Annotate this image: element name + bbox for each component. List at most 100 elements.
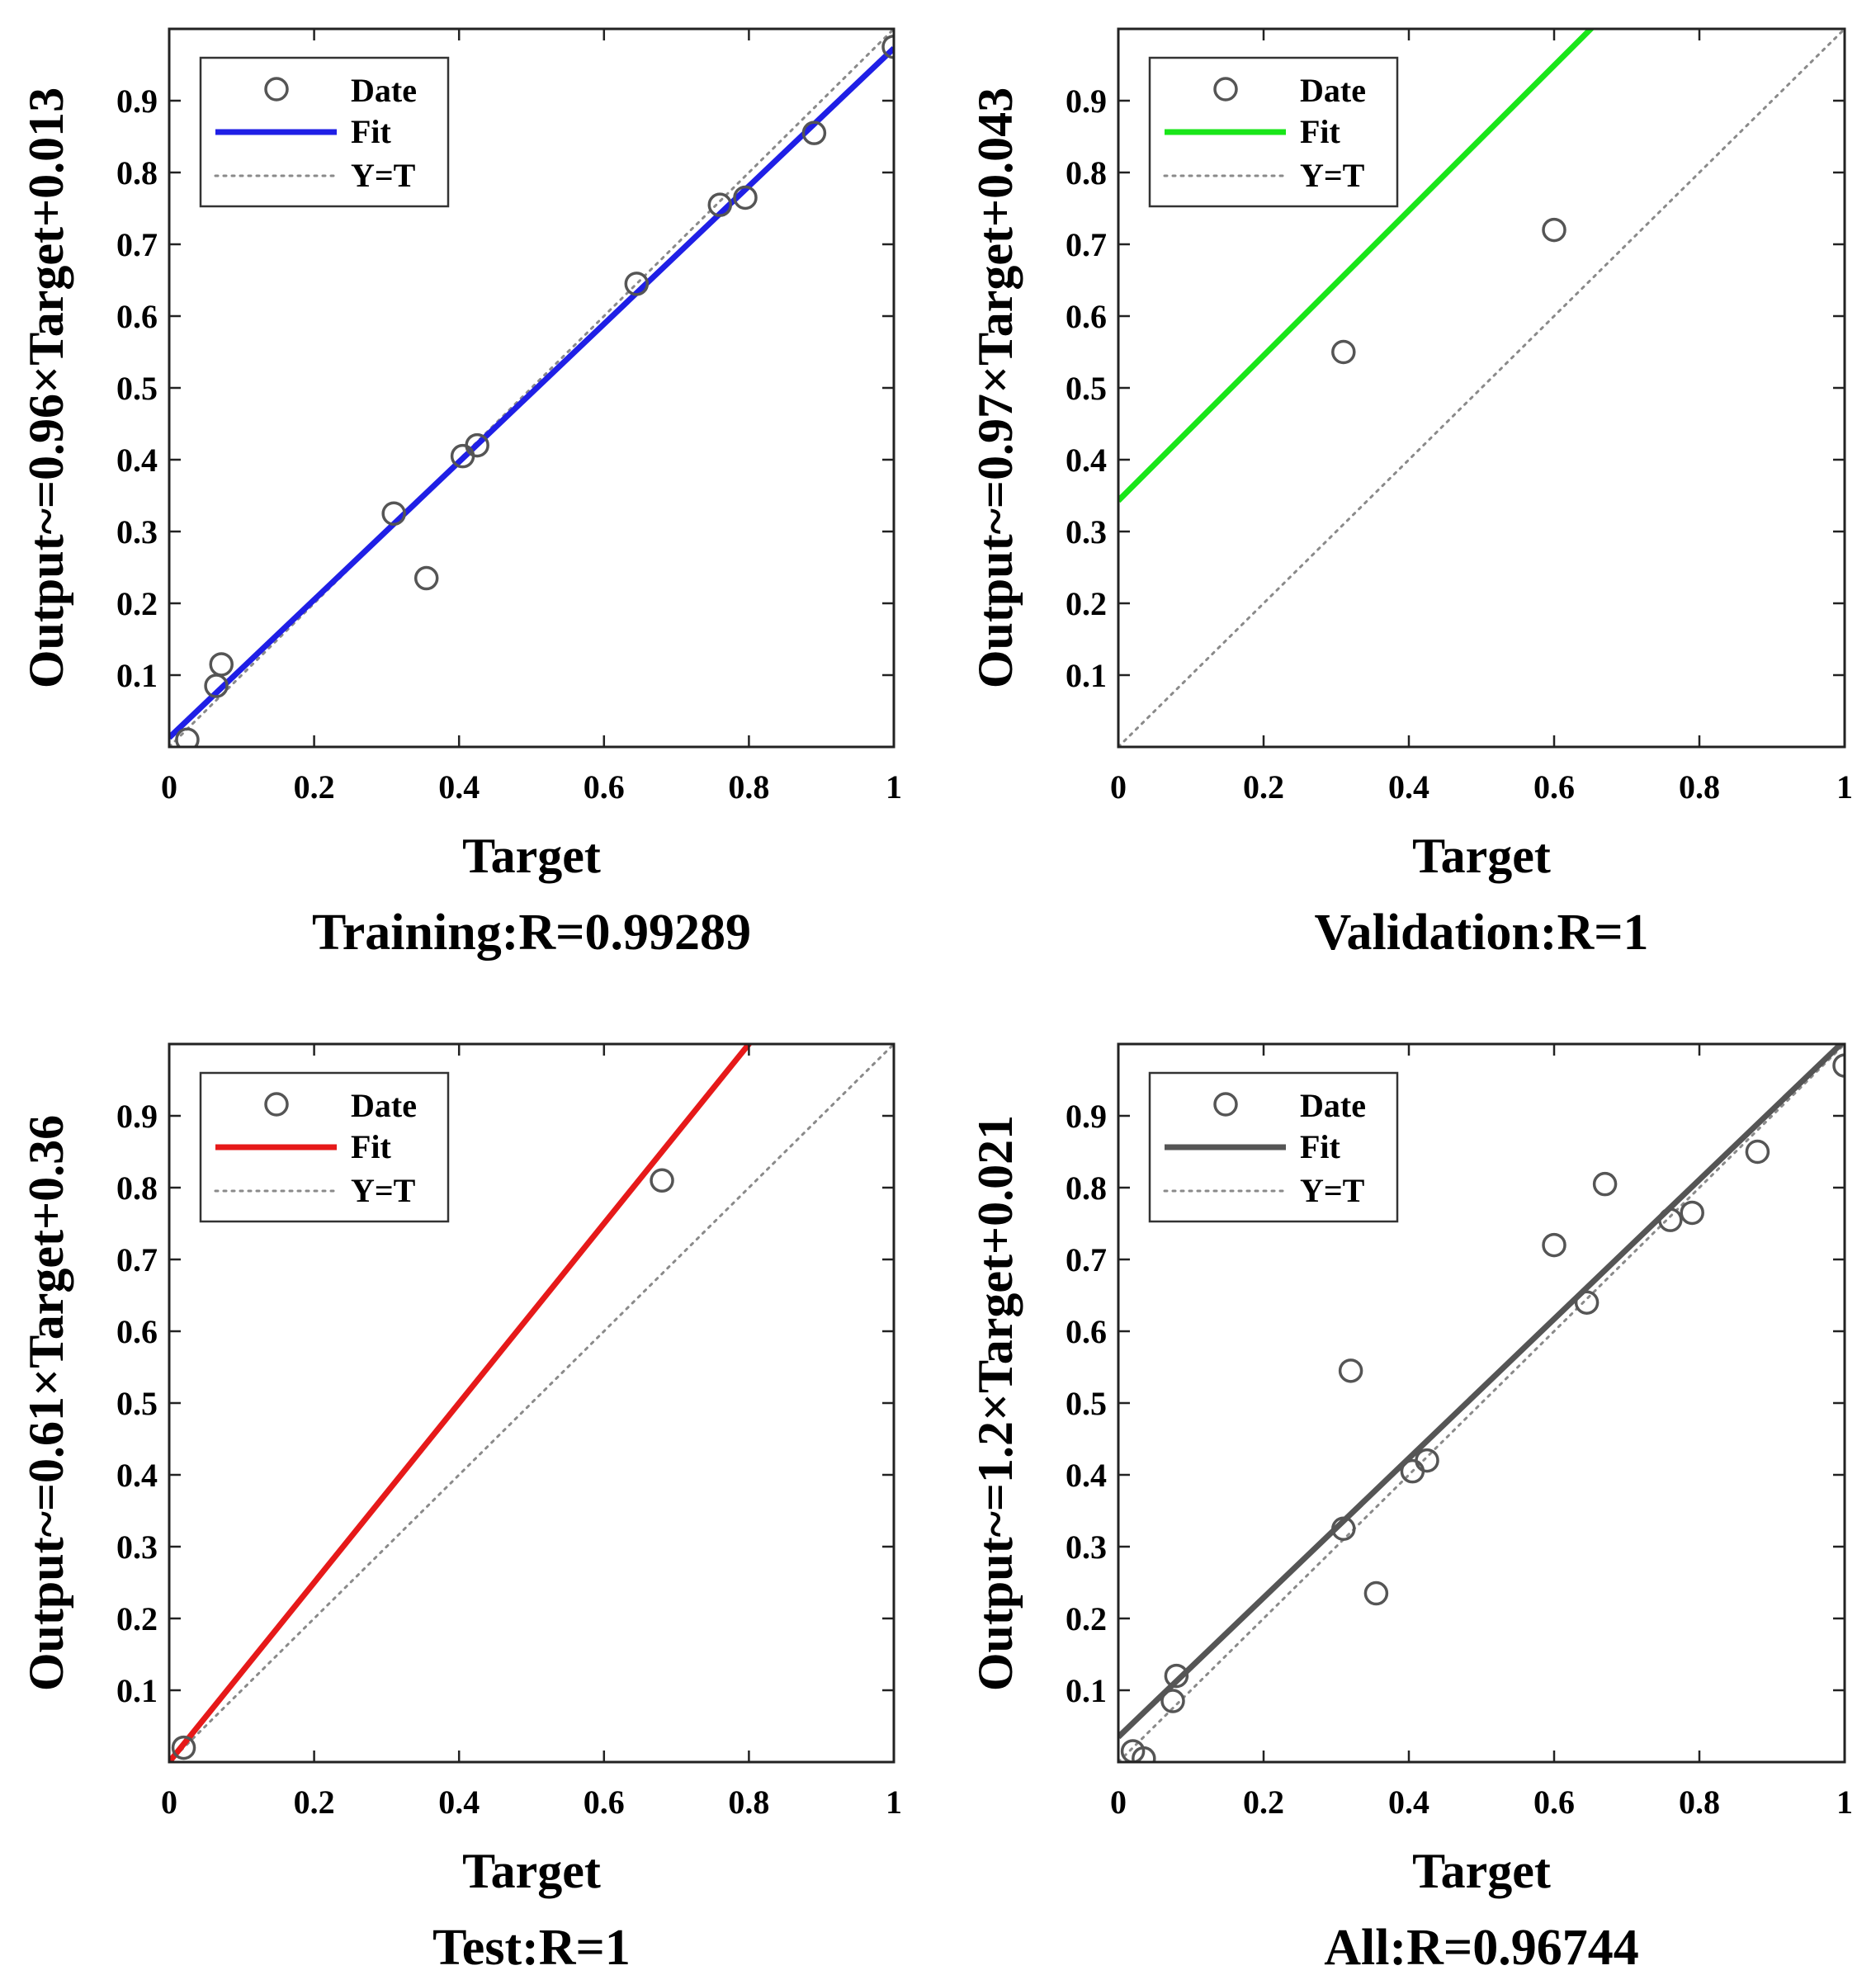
legend-label-fit: Fit (1300, 1128, 1341, 1165)
x-axis-label: Target (1412, 829, 1551, 883)
x-tick-label: 0.4 (1388, 768, 1429, 806)
plot-content (169, 1044, 894, 1762)
x-tick-label: 0.4 (438, 768, 480, 806)
x-axis-label: Target (462, 829, 601, 883)
y-tick-label: 0.3 (116, 1528, 158, 1566)
y-tick-label: 0.7 (116, 1241, 158, 1278)
chart-title: Validation:R=1 (1314, 905, 1648, 961)
legend-label-identity: Y=T (351, 1172, 416, 1209)
legend: Date Fit Y=T (199, 56, 450, 208)
legend-marker-date (1213, 77, 1238, 102)
y-tick-label: 0.8 (116, 1169, 158, 1207)
y-tick-label: 0.2 (1066, 1600, 1107, 1637)
data-point (1745, 1139, 1770, 1165)
identity-line (1118, 1044, 1845, 1762)
data-point (881, 35, 894, 59)
y-tick-label: 0.2 (116, 585, 158, 622)
y-tick-label: 0.8 (1066, 154, 1107, 191)
legend: Date Fit Y=T (199, 1071, 450, 1223)
y-axis-label: Output~=0.97×Target+0.043 (968, 87, 1023, 688)
data-point (413, 565, 439, 591)
chart-panel-4: 0 0.2 0.4 0.6 0.8 1 0.1 0.2 0.3 0.4 0.5 0.6 0.7 0.8 0.… (968, 1042, 1853, 1975)
y-tick-label: 0.6 (116, 298, 158, 335)
chart-title: Training:R=0.99289 (312, 905, 751, 961)
x-tick-label: 0.6 (584, 1784, 625, 1821)
data-point (1658, 1207, 1683, 1232)
legend-marker-date (1213, 1092, 1238, 1117)
plot-content (1118, 1044, 1845, 1762)
y-tick-label: 0.1 (116, 657, 158, 694)
data-point (624, 272, 650, 296)
data-point (1132, 1746, 1156, 1762)
x-tick-label: 0 (161, 768, 177, 806)
y-tick-label: 0.3 (1066, 1528, 1107, 1566)
legend-label-identity: Y=T (1300, 157, 1365, 194)
data-point (1160, 1689, 1185, 1713)
x-axis-label: Target (462, 1844, 601, 1898)
data-point (1164, 1663, 1189, 1689)
chart-panel-3: 0 0.2 0.4 0.6 0.8 1 0.1 0.2 0.3 0.4 0.5 0.6 0.7 0.8 0.… (19, 1042, 902, 1975)
fit-line (1118, 1044, 1845, 1740)
y-tick-label: 0.2 (116, 1600, 158, 1637)
y-tick-label: 0.7 (1066, 226, 1107, 263)
x-tick-label: 0.6 (584, 768, 625, 806)
x-tick-label: 0.8 (728, 768, 769, 806)
y-tick-label: 0.9 (1066, 1098, 1107, 1135)
y-tick-label: 0.4 (116, 442, 158, 479)
x-tick-label: 0.2 (294, 768, 335, 806)
y-tick-label: 0.5 (116, 370, 158, 407)
chart-title: All:R=0.96744 (1324, 1920, 1638, 1975)
legend-label-fit: Fit (351, 1128, 392, 1165)
data-point (209, 652, 234, 677)
y-tick-label: 0.1 (1066, 657, 1107, 694)
x-tick-label: 1 (1836, 1784, 1853, 1821)
y-tick-label: 0.9 (116, 1098, 158, 1135)
data-point (1592, 1171, 1618, 1197)
legend-label-date: Date (351, 72, 417, 109)
legend-marker-date (264, 1092, 289, 1117)
legend-label-date: Date (1300, 72, 1366, 109)
x-tick-label: 1 (1836, 768, 1853, 806)
data-point (465, 432, 489, 458)
data-point (707, 192, 733, 217)
x-tick-label: 0.2 (1243, 1784, 1284, 1821)
data-point (1832, 1053, 1845, 1078)
legend-marker-date (264, 77, 289, 102)
data-point (175, 727, 200, 747)
legend-label-date: Date (351, 1087, 417, 1124)
data-point (381, 501, 406, 526)
x-tick-label: 0 (1110, 768, 1127, 806)
y-tick-label: 0.3 (1066, 513, 1107, 550)
y-tick-label: 0.1 (1066, 1672, 1107, 1709)
fit-line (169, 1044, 753, 1762)
identity-line (1118, 29, 1845, 747)
chart-title: Test:R=1 (432, 1920, 631, 1975)
data-point (1338, 1358, 1363, 1383)
x-tick-label: 0.8 (1679, 768, 1720, 806)
data-point (1415, 1448, 1439, 1473)
y-tick-label: 0.3 (116, 513, 158, 550)
data-point (1542, 1232, 1566, 1258)
legend: Date Fit Y=T (1148, 1071, 1399, 1223)
y-axis-label: Output~=0.61×Target+0.36 (19, 1115, 73, 1691)
x-tick-label: 0.2 (294, 1784, 335, 1821)
y-axis-label: Output~=1.2×Target+0.021 (968, 1115, 1023, 1691)
y-tick-label: 0.4 (1066, 1457, 1107, 1494)
x-tick-label: 0 (161, 1784, 177, 1821)
y-tick-label: 0.8 (116, 154, 158, 191)
y-tick-label: 0.6 (1066, 1313, 1107, 1350)
data-point (1680, 1200, 1704, 1226)
x-tick-label: 0.4 (438, 1784, 480, 1821)
y-tick-label: 0.5 (1066, 1385, 1107, 1422)
x-tick-label: 0 (1110, 1784, 1127, 1821)
y-tick-label: 0.7 (116, 226, 158, 263)
y-tick-label: 0.6 (1066, 298, 1107, 335)
legend-label-fit: Fit (1300, 113, 1341, 150)
y-tick-label: 0.1 (116, 1672, 158, 1709)
data-point (733, 185, 758, 210)
x-tick-label: 0.2 (1243, 768, 1284, 806)
y-tick-label: 0.4 (1066, 442, 1107, 479)
fit-line (169, 45, 894, 740)
x-axis-label: Target (1412, 1844, 1551, 1898)
x-tick-label: 0.6 (1533, 1784, 1575, 1821)
